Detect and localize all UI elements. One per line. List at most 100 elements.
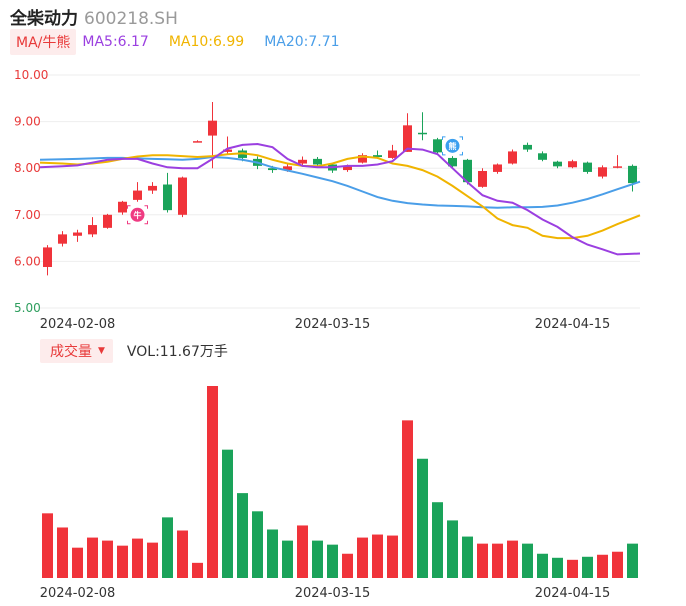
candlestick[interactable] <box>523 142 532 152</box>
candlestick[interactable] <box>418 112 427 141</box>
ma-indicator-toggle[interactable]: MA/牛熊 <box>10 29 77 55</box>
volume-bar[interactable] <box>267 529 278 578</box>
volume-bar[interactable] <box>42 513 53 578</box>
volume-bar[interactable] <box>282 540 293 578</box>
volume-bar[interactable] <box>132 538 143 578</box>
candlestick[interactable] <box>508 149 517 165</box>
candlestick[interactable] <box>463 158 472 185</box>
volume-bar[interactable] <box>372 534 383 578</box>
candlestick[interactable] <box>298 156 307 166</box>
candlestick[interactable] <box>628 164 637 192</box>
candlestick[interactable] <box>148 182 157 194</box>
candlestick[interactable] <box>103 213 112 229</box>
candlestick[interactable] <box>223 136 232 155</box>
bull-signal-icon[interactable]: 牛 <box>127 205 148 225</box>
volume-bar[interactable] <box>432 502 443 578</box>
volume-bar[interactable] <box>192 562 203 578</box>
volume-bar[interactable] <box>477 543 488 578</box>
price-tick-label: 6.00 <box>14 254 41 268</box>
candlestick[interactable] <box>598 165 607 179</box>
candle-body <box>613 166 622 168</box>
candle-body <box>568 161 577 168</box>
candlestick[interactable] <box>553 160 562 169</box>
candlestick[interactable] <box>163 172 172 213</box>
volume-bar[interactable] <box>417 458 428 578</box>
volume-bar[interactable] <box>462 536 473 578</box>
ma20-legend-label: MA20:7.71 <box>264 34 340 50</box>
volume-bar[interactable] <box>387 535 398 578</box>
volume-bar[interactable] <box>612 551 623 578</box>
volume-bar[interactable] <box>327 544 338 578</box>
bull-signal-icon-frame <box>127 205 148 225</box>
candle-body <box>298 159 307 164</box>
volume-bar[interactable] <box>222 449 233 578</box>
volume-bar[interactable] <box>597 554 608 578</box>
candle-body <box>223 149 232 152</box>
candle-body <box>133 190 142 200</box>
price-date-label: 2024-04-15 <box>535 317 611 332</box>
candlestick[interactable] <box>193 140 202 143</box>
candlestick[interactable] <box>43 245 52 276</box>
candle-body <box>478 170 487 187</box>
volume-bar[interactable] <box>537 553 548 578</box>
volume-bar[interactable] <box>312 540 323 578</box>
volume-indicator-toggle[interactable]: 成交量 ▼ <box>40 339 113 363</box>
candle-body <box>388 150 397 158</box>
volume-bar[interactable] <box>237 493 248 578</box>
volume-bar[interactable] <box>87 537 98 578</box>
candle-body <box>88 225 97 235</box>
volume-bar[interactable] <box>297 525 308 578</box>
bull-signal-icon-circle <box>130 207 145 222</box>
ma5-legend-label: MA5:6.17 <box>82 34 149 50</box>
volume-bar[interactable] <box>492 543 503 578</box>
candlestick[interactable] <box>58 231 67 247</box>
volume-bar[interactable] <box>582 556 593 578</box>
volume-bar[interactable] <box>177 530 188 578</box>
volume-bar[interactable] <box>402 420 413 578</box>
volume-bar[interactable] <box>252 511 263 578</box>
candlestick[interactable] <box>433 137 442 155</box>
volume-bar[interactable] <box>342 553 353 578</box>
volume-bar[interactable] <box>72 547 83 578</box>
volume-bar[interactable] <box>147 542 158 578</box>
candlestick[interactable] <box>613 155 622 169</box>
candlestick[interactable] <box>478 168 487 188</box>
volume-bar[interactable] <box>522 543 533 578</box>
volume-bar[interactable] <box>567 559 578 578</box>
candlestick[interactable] <box>583 161 592 174</box>
volume-bar[interactable] <box>552 557 563 578</box>
price-tick-label: 10.00 <box>14 68 48 82</box>
candlestick[interactable] <box>568 159 577 169</box>
candlestick[interactable] <box>88 217 97 238</box>
bull-signal-icon-glyph: 牛 <box>134 210 142 220</box>
candlestick[interactable] <box>118 200 127 215</box>
candlestick[interactable] <box>448 156 457 169</box>
volume-bar[interactable] <box>357 537 368 578</box>
volume-date-axis: 2024-02-08 2024-03-15 2024-04-15 <box>40 586 611 601</box>
candlestick[interactable] <box>358 153 367 164</box>
volume-bar[interactable] <box>207 386 218 578</box>
candlestick[interactable] <box>133 182 142 202</box>
candlestick[interactable] <box>73 229 82 242</box>
volume-bar[interactable] <box>117 545 128 578</box>
volume-bar[interactable] <box>627 543 638 578</box>
candlestick[interactable] <box>388 144 397 159</box>
candle-body <box>118 201 127 213</box>
stock-name: 全柴动力 <box>10 9 78 29</box>
bear-signal-icon[interactable]: 熊 <box>442 136 463 156</box>
moving-average-lines <box>39 142 641 256</box>
candlestick[interactable] <box>538 151 547 162</box>
candlestick[interactable] <box>178 176 187 218</box>
volume-bar[interactable] <box>102 540 113 578</box>
candle-body <box>373 155 382 158</box>
price-tick-label: 8.00 <box>14 161 41 175</box>
volume-bar[interactable] <box>507 540 518 578</box>
volume-bar[interactable] <box>162 517 173 578</box>
candlestick[interactable] <box>493 163 502 174</box>
candle-body <box>433 139 442 153</box>
candlestick[interactable] <box>403 113 412 152</box>
volume-bar[interactable] <box>57 527 68 578</box>
volume-toggle-label: 成交量 <box>50 344 92 360</box>
volume-bar[interactable] <box>447 520 458 578</box>
